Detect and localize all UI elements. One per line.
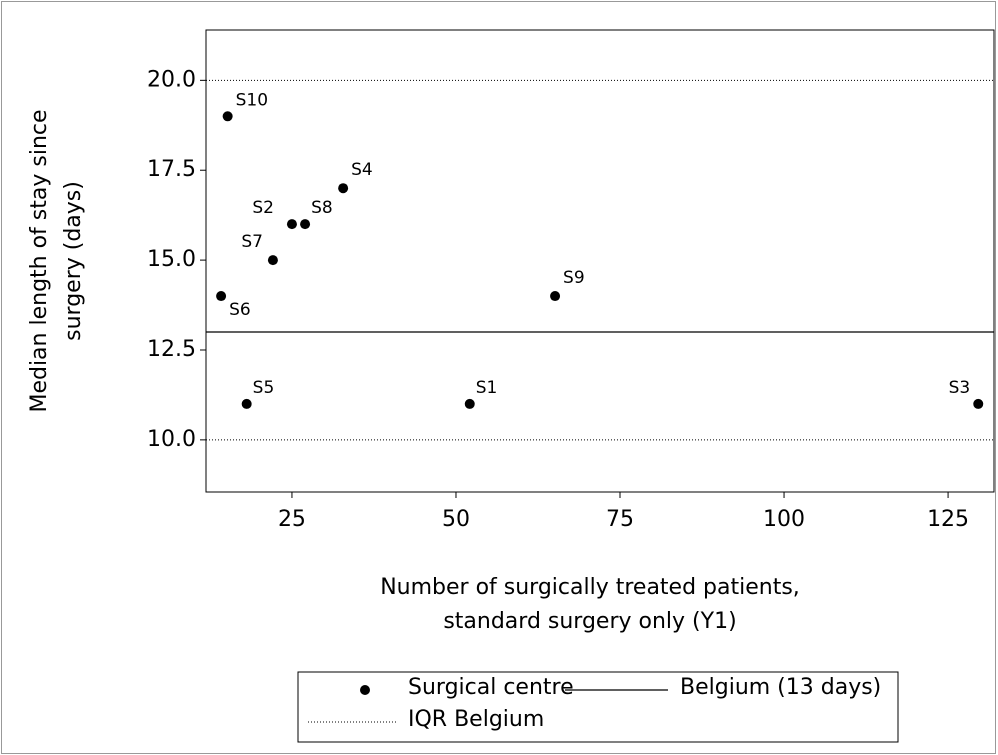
point (222, 111, 233, 122)
plot-area (205, 29, 995, 493)
point-label: S4 (351, 160, 373, 180)
point (216, 291, 227, 302)
point-label: S7 (241, 232, 263, 252)
y-axis-label: surgery (days) (61, 181, 86, 341)
y-axis-label: Median length of stay since (27, 109, 52, 412)
x-tick-label: 125 (927, 507, 969, 532)
point-label: S9 (563, 268, 585, 288)
y-tick-label: 12.5 (147, 337, 196, 362)
point-label: S1 (476, 378, 498, 398)
x-tick-label: 75 (606, 507, 634, 532)
point (267, 255, 278, 266)
x-tick-label: 25 (278, 507, 306, 532)
legend-marker (360, 685, 370, 695)
y-tick-label: 15.0 (147, 247, 196, 272)
point (973, 398, 984, 409)
y-axis-label-group: Median length of stay since surgery (day… (27, 109, 86, 412)
legend (297, 671, 899, 743)
point-label: S5 (253, 378, 275, 398)
point-label: S2 (252, 198, 274, 218)
x-tick-label: 50 (442, 507, 470, 532)
x-axis-label: standard surgery only (Y1) (443, 609, 736, 634)
y-tick-label: 10.0 (147, 427, 196, 452)
point (286, 219, 297, 230)
legend-label: Belgium (13 days) (680, 675, 881, 700)
point-label: S6 (229, 300, 251, 320)
point-label: S10 (236, 90, 268, 110)
point (241, 398, 252, 409)
point-label: S3 (949, 378, 971, 398)
y-tick-label: 17.5 (147, 157, 196, 182)
point-label: S8 (311, 198, 333, 218)
legend-label: Surgical centre (408, 675, 574, 700)
x-tick-label: 100 (763, 507, 805, 532)
point (338, 183, 349, 194)
point (550, 291, 561, 302)
legend-label: IQR Belgium (408, 707, 544, 732)
point (300, 219, 311, 230)
y-tick-label: 20.0 (147, 67, 196, 92)
x-axis-label: Number of surgically treated patients, (380, 575, 800, 600)
point (464, 398, 475, 409)
